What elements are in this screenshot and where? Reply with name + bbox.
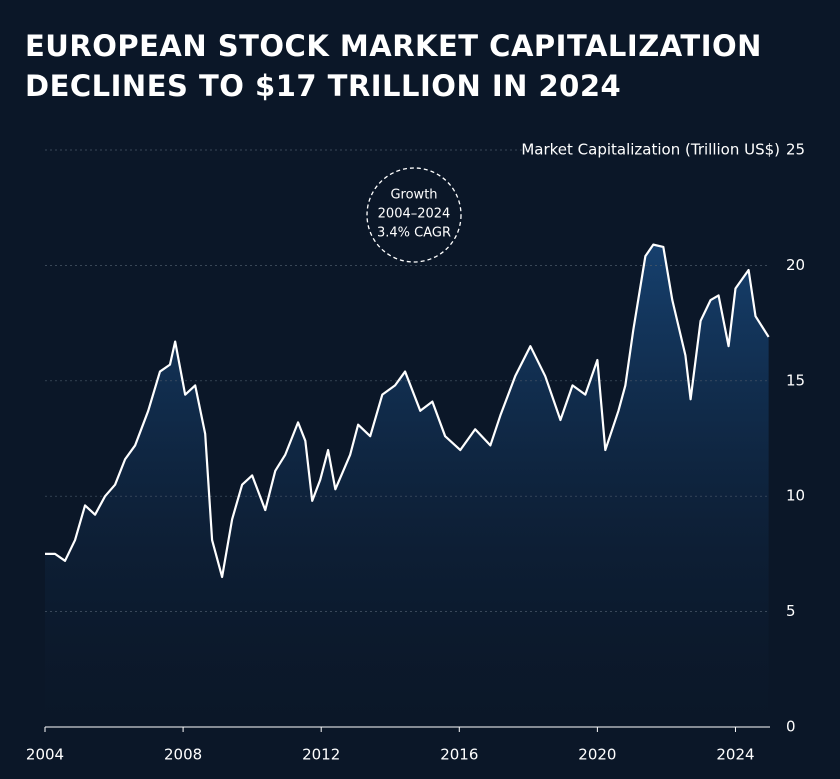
area [45,244,769,728]
x-tick-label: 2020 [578,746,616,764]
y-axis-title: Market Capitalization (Trillion US$) [521,141,780,159]
y-tick-label: 10 [786,487,805,505]
annotation-text: 2004–2024 [378,207,451,222]
x-tick-label: 2012 [302,746,340,764]
chart-title: DECLINES TO $17 TRILLION IN 2024 [25,69,621,103]
line [45,243,770,579]
x-tick-label: 2016 [440,746,478,764]
y-tick-label: 20 [786,256,805,274]
x-tick-label: 2024 [716,746,754,764]
y-tick-label: 5 [786,602,796,620]
plot: 0 5 10 15 20 25 2004 2008 2012 2016 2020 2024 Market… [26,139,805,764]
annotation-circle [366,167,462,263]
x-tick-label: 2008 [164,746,202,764]
y-tick-label: 0 [786,718,796,736]
annotation-text: 3.4% CAGR [377,226,451,241]
chart-title: EUROPEAN STOCK MARKET CAPITALIZATION [25,29,762,63]
label-backing [540,139,780,161]
y-tick-label: 15 [786,371,805,389]
x-tick-label: 2004 [26,746,64,764]
annotation-text: Growth [390,188,437,203]
y-tick-label: 25 [786,141,805,159]
